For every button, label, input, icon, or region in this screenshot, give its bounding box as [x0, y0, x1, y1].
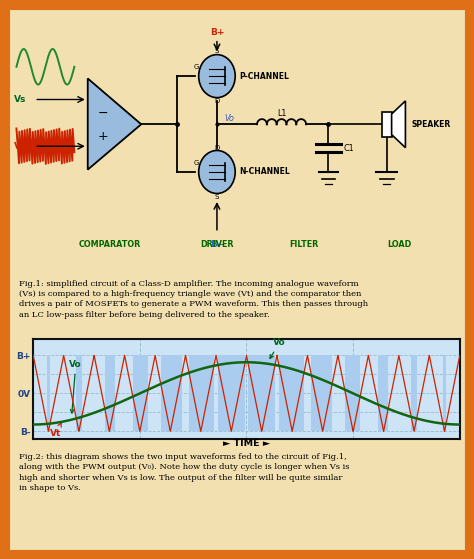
Ellipse shape — [199, 55, 235, 98]
Text: −: − — [98, 107, 109, 120]
Ellipse shape — [199, 150, 235, 193]
Text: FILTER: FILTER — [289, 240, 319, 249]
Text: Vt: Vt — [50, 423, 62, 438]
Text: LOAD: LOAD — [388, 240, 412, 249]
Text: Fig.2: this diagram shows the two input waveforms fed to the circuit of Fig.1,
a: Fig.2: this diagram shows the two input … — [18, 453, 349, 492]
Text: DRIVER: DRIVER — [200, 240, 234, 249]
Polygon shape — [392, 101, 405, 148]
Text: Vo: Vo — [70, 359, 82, 413]
Text: ► TIME ►: ► TIME ► — [223, 439, 270, 448]
Text: P-CHANNEL: P-CHANNEL — [239, 72, 289, 80]
Text: D: D — [214, 145, 219, 151]
Text: B−: B− — [210, 240, 224, 249]
Text: C1: C1 — [344, 144, 355, 153]
Text: L1: L1 — [277, 109, 286, 118]
Text: S: S — [215, 48, 219, 54]
Text: D: D — [214, 98, 219, 104]
Text: N-CHANNEL: N-CHANNEL — [239, 168, 290, 177]
Text: Vo: Vo — [225, 113, 235, 123]
Text: +: + — [98, 130, 109, 144]
Text: COMPARATOR: COMPARATOR — [79, 240, 141, 249]
Text: Vs: Vs — [14, 95, 27, 104]
Bar — [382, 112, 392, 137]
Text: SPEAKER: SPEAKER — [411, 120, 451, 129]
Text: Fig.1: simplified circuit of a Class-D amplifier. The incoming analogue waveform: Fig.1: simplified circuit of a Class-D a… — [18, 280, 368, 319]
Text: Vo: Vo — [270, 338, 286, 358]
Text: S: S — [215, 194, 219, 200]
Text: G: G — [193, 160, 199, 165]
Polygon shape — [88, 78, 141, 169]
Text: Vt: Vt — [14, 142, 26, 151]
Text: B+: B+ — [210, 28, 224, 37]
Text: G: G — [193, 64, 199, 70]
